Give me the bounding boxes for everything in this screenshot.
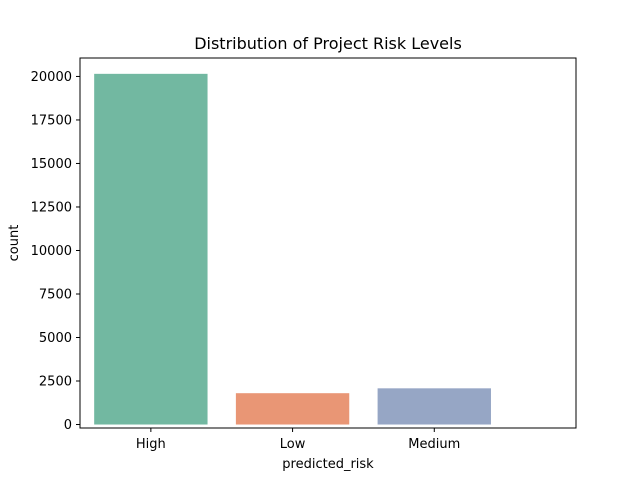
y-tick-label: 7500 [39,287,72,302]
y-tick-label: 2500 [39,375,72,390]
bar-low [235,393,350,425]
x-tick-label: Low [280,437,306,452]
bar-high [94,73,208,425]
x-axis-label: predicted_risk [282,457,374,472]
y-tick-label: 12500 [31,200,72,215]
y-axis-label: count [7,225,22,262]
y-tick-label: 20000 [31,70,72,85]
x-tick-label: Medium [408,437,460,452]
plot-area-frame [79,57,577,429]
y-tick-label: 10000 [31,244,72,259]
y-tick-label: 0 [64,418,72,433]
bar-medium [377,388,491,425]
y-tick-label: 5000 [39,331,72,346]
chart-title: Distribution of Project Risk Levels [194,34,462,53]
y-tick-label: 17500 [31,113,72,128]
ticks-layer: High Low Medium 0 2500 5000 7500 10000 12500 1500… [31,70,461,452]
x-tick-label: High [136,437,166,452]
y-tick-label: 15000 [31,157,72,172]
bars-layer [94,73,491,425]
